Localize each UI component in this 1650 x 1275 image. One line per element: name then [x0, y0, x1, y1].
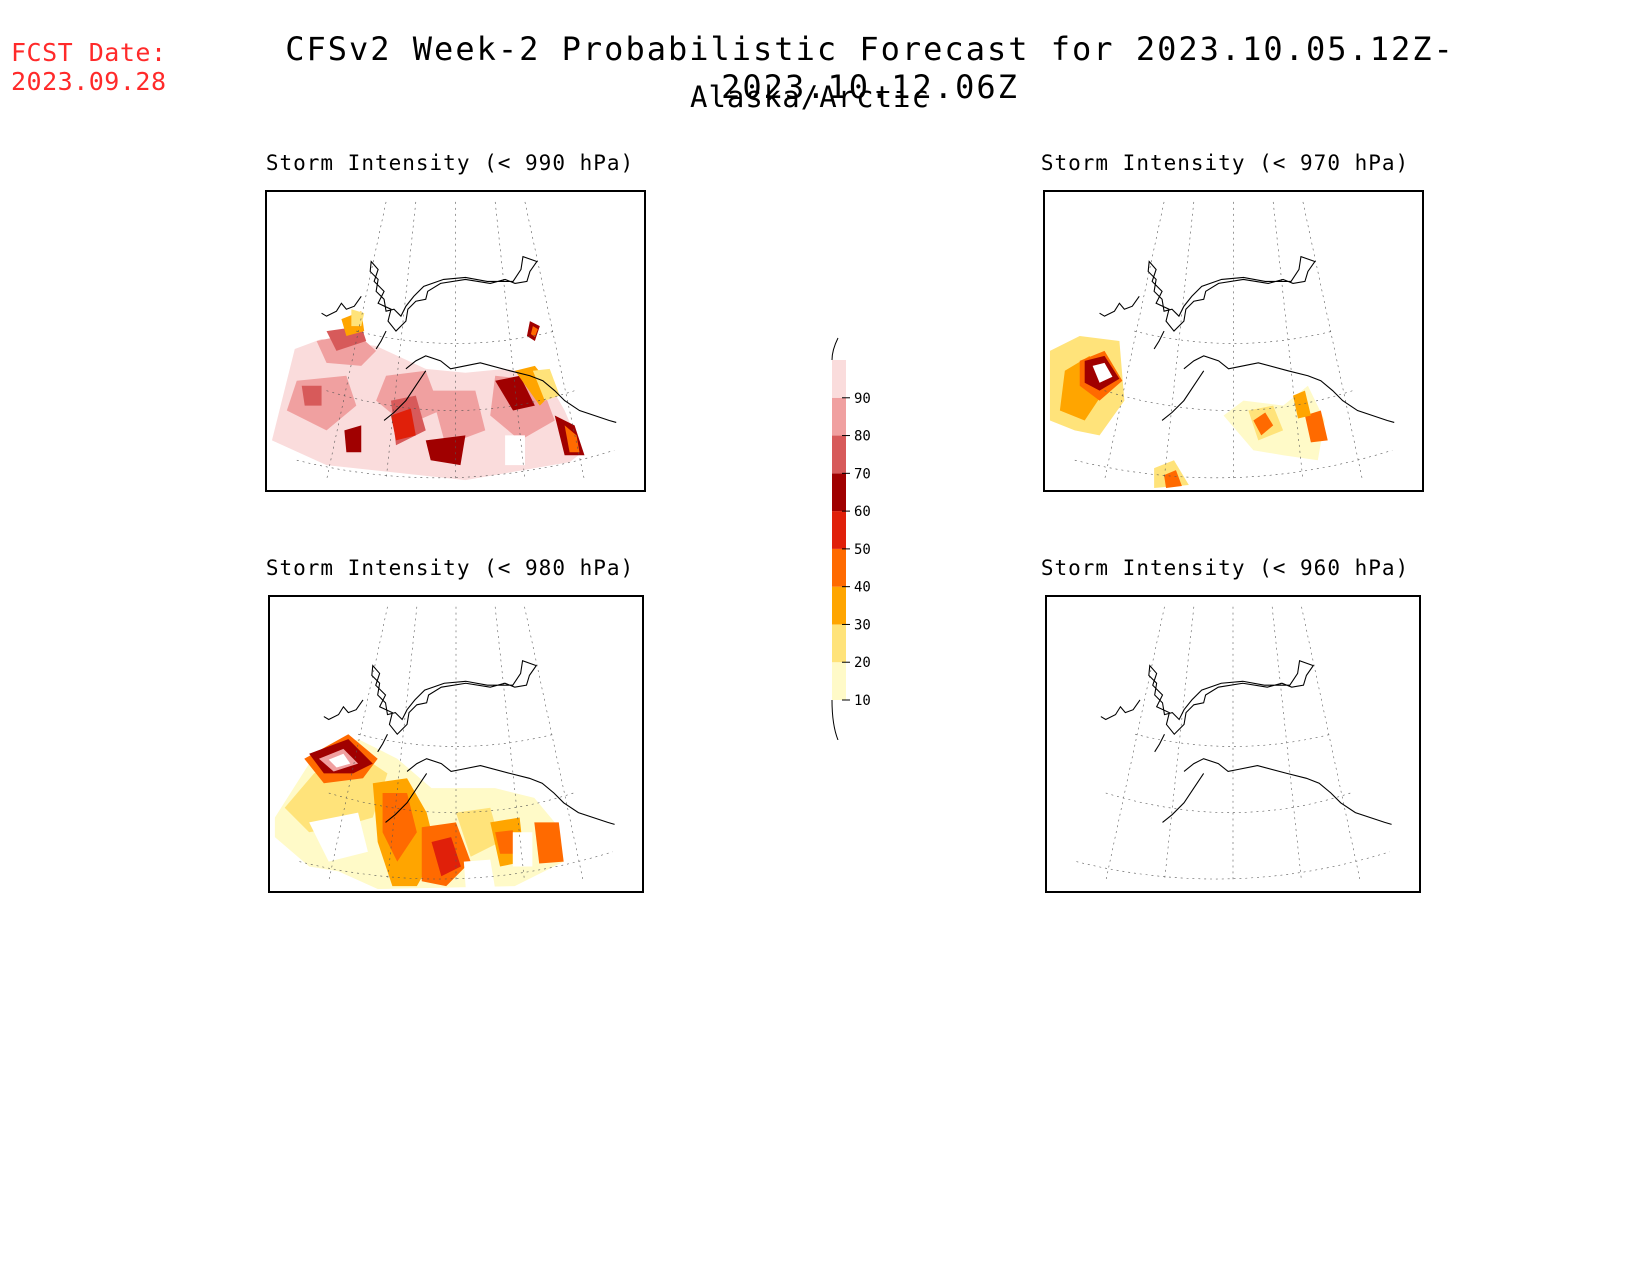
map-panel-970: [1043, 190, 1424, 492]
graticule-line: [1105, 792, 1351, 813]
coastline-path: [405, 355, 617, 423]
colorbar-tick-label: 70: [854, 466, 871, 482]
graticule-line: [1074, 449, 1393, 479]
graticule-line: [1271, 606, 1302, 882]
coastline-path: [323, 699, 364, 721]
coastline-path: [1183, 355, 1395, 423]
colorbar-tick-label: 50: [854, 542, 871, 558]
coastline-path: [321, 295, 362, 317]
colorbar-swatch: [832, 435, 846, 474]
colorbar-tick-label: 30: [854, 617, 871, 633]
probability-fill-970: [1049, 336, 1328, 489]
graticule-line: [358, 733, 554, 747]
coastline-path: [385, 773, 428, 823]
graticule-line: [1134, 330, 1333, 344]
probability-fill-990: [271, 309, 585, 481]
graticule-line: [387, 606, 418, 882]
coastline-path: [371, 659, 538, 736]
coastline-path: [1161, 370, 1205, 421]
graticule-line: [328, 792, 574, 813]
colorbar-top-cap: [831, 337, 839, 361]
map-970-svg: [1049, 201, 1395, 489]
colorbar-tick-label: 80: [854, 429, 871, 445]
coastline-path: [383, 370, 427, 421]
graticule-line: [1076, 851, 1390, 880]
coastline-path: [369, 255, 538, 332]
colorbar-tick-label: 90: [854, 391, 871, 407]
map-990-svg: [271, 201, 617, 481]
panel-title-970: Storm Intensity (< 970 hPa): [1040, 151, 1410, 175]
coastline-990: [296, 201, 617, 481]
colorbar-swatch: [832, 624, 846, 663]
coastline-980: [299, 606, 615, 882]
graticule-line: [1135, 733, 1331, 747]
forecast-date-block: FCST Date: 2023.09.28: [11, 38, 167, 96]
panel-title-980: Storm Intensity (< 980 hPa): [265, 556, 635, 580]
figure-title: CFSv2 Week-2 Probabilistic Forecast for …: [285, 30, 1455, 106]
colorbar-bottom-cap: [831, 699, 839, 740]
colorbar-swatch: [832, 548, 846, 587]
coastline-960: [1076, 606, 1392, 882]
coastline-path: [1148, 659, 1315, 736]
coastline-path: [406, 758, 615, 825]
colorbar-tick-label: 20: [854, 655, 871, 671]
coastline-path: [377, 733, 388, 753]
colorbar-swatch: [832, 473, 846, 512]
map-960-svg: [1076, 606, 1392, 882]
graticule-line: [1163, 201, 1195, 481]
panel-title-990: Storm Intensity (< 990 hPa): [265, 151, 635, 175]
colorbar-tick-label: 10: [854, 693, 871, 709]
coastline-path: [1183, 758, 1392, 825]
fcst-date-label: FCST Date:: [11, 38, 167, 67]
graticule-line: [1105, 606, 1165, 882]
colorbar-tick-label: 60: [854, 504, 871, 520]
figure-subtitle: Alaska/Arctic: [690, 80, 930, 114]
fcst-date-value: 2023.09.28: [11, 67, 167, 96]
colorbar-ticks: 10 20 30 40 50 60 70 80 90: [842, 391, 871, 709]
colorbar-swatch: [832, 586, 846, 625]
probability-fill-980: [274, 734, 564, 890]
map-panel-980: [268, 595, 644, 893]
graticule-line: [299, 851, 613, 880]
colorbar-swatch: [832, 360, 846, 398]
graticule-line: [326, 390, 575, 411]
graticule-line: [1301, 606, 1361, 882]
coastline-path: [1147, 255, 1316, 332]
map-panel-990: [265, 190, 646, 492]
coastline-970: [1074, 201, 1395, 481]
graticule-line: [494, 201, 526, 481]
coastline-path: [1099, 295, 1140, 317]
graticule-line: [1164, 606, 1195, 882]
graticule-line: [356, 330, 555, 344]
colorbar-tick-label: 40: [854, 580, 871, 596]
colorbar-swatch: [832, 511, 846, 549]
coastline-path: [375, 330, 387, 350]
map-panel-960: [1045, 595, 1421, 893]
colorbar-swatch: [832, 397, 846, 436]
coastline-path: [1100, 699, 1141, 721]
colorbar-swatch: [832, 662, 846, 700]
colorbar-swatches: [832, 360, 846, 700]
graticule-line: [494, 606, 525, 882]
graticule-line: [296, 449, 615, 479]
graticule-line: [385, 201, 417, 481]
coastline-path: [1153, 330, 1165, 350]
panel-title-960: Storm Intensity (< 960 hPa): [1040, 556, 1410, 580]
coastline-path: [1162, 773, 1205, 823]
graticule-line: [1104, 390, 1353, 411]
colorbar: 10 20 30 40 50 60 70 80 90: [831, 337, 871, 740]
coastline-path: [1154, 733, 1165, 753]
graticule-line: [1272, 201, 1304, 481]
map-980-svg: [274, 606, 615, 890]
